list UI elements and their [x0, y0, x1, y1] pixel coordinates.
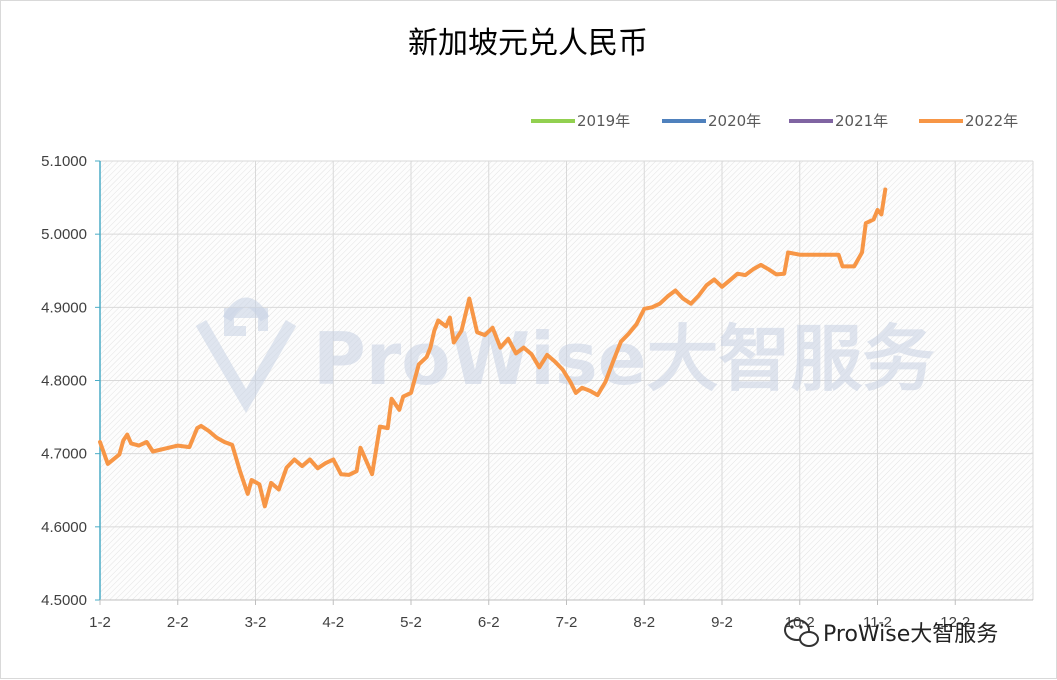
y-tick-label: 4.5000 — [41, 592, 87, 609]
y-tick-label: 4.7000 — [41, 446, 87, 463]
legend-label: 2022年 — [965, 112, 1018, 130]
x-tick-label: 1-2 — [89, 614, 111, 631]
legend-label: 2020年 — [708, 112, 761, 130]
legend-label: 2021年 — [835, 112, 888, 130]
legend-label: 2019年 — [577, 112, 630, 130]
x-tick-label: 5-2 — [400, 614, 422, 631]
watermark-logo-icon — [195, 297, 297, 414]
x-tick-label: 4-2 — [322, 614, 344, 631]
x-tick-label: 6-2 — [478, 614, 500, 631]
y-tick-label: 4.6000 — [41, 519, 87, 536]
axes: 4.5000 4.6000 4.7000 4.8000 4.9000 5.0000 5.10… — [41, 153, 1033, 631]
x-tick-label: 2-2 — [167, 614, 189, 631]
watermark-text: ProWise大智服务 — [313, 317, 935, 401]
wechat-badge: ProWise大智服务 — [784, 619, 998, 647]
y-tick-label: 5.1000 — [41, 153, 87, 170]
x-tick-label: 12-2 — [940, 614, 970, 631]
legend: 2019年 2020年 2021年 2022年 — [531, 112, 1018, 130]
x-tick-label: 7-2 — [556, 614, 578, 631]
y-tick-label: 4.9000 — [41, 299, 87, 316]
series-line — [98, 187, 888, 509]
y-tick-label: 5.0000 — [41, 226, 87, 243]
watermark: ProWise大智服务 — [195, 297, 935, 414]
chart-title: 新加坡元兑人民币 — [408, 26, 648, 61]
x-tick-label: 9-2 — [711, 614, 733, 631]
x-tick-label: 3-2 — [245, 614, 267, 631]
x-tick-label: 8-2 — [633, 614, 655, 631]
y-tick-label: 4.8000 — [41, 373, 87, 390]
wechat-icon — [784, 619, 819, 647]
wechat-badge-text: ProWise大智服务 — [823, 622, 998, 647]
series-lines — [98, 187, 888, 509]
x-tick-label: 11-2 — [863, 614, 892, 631]
